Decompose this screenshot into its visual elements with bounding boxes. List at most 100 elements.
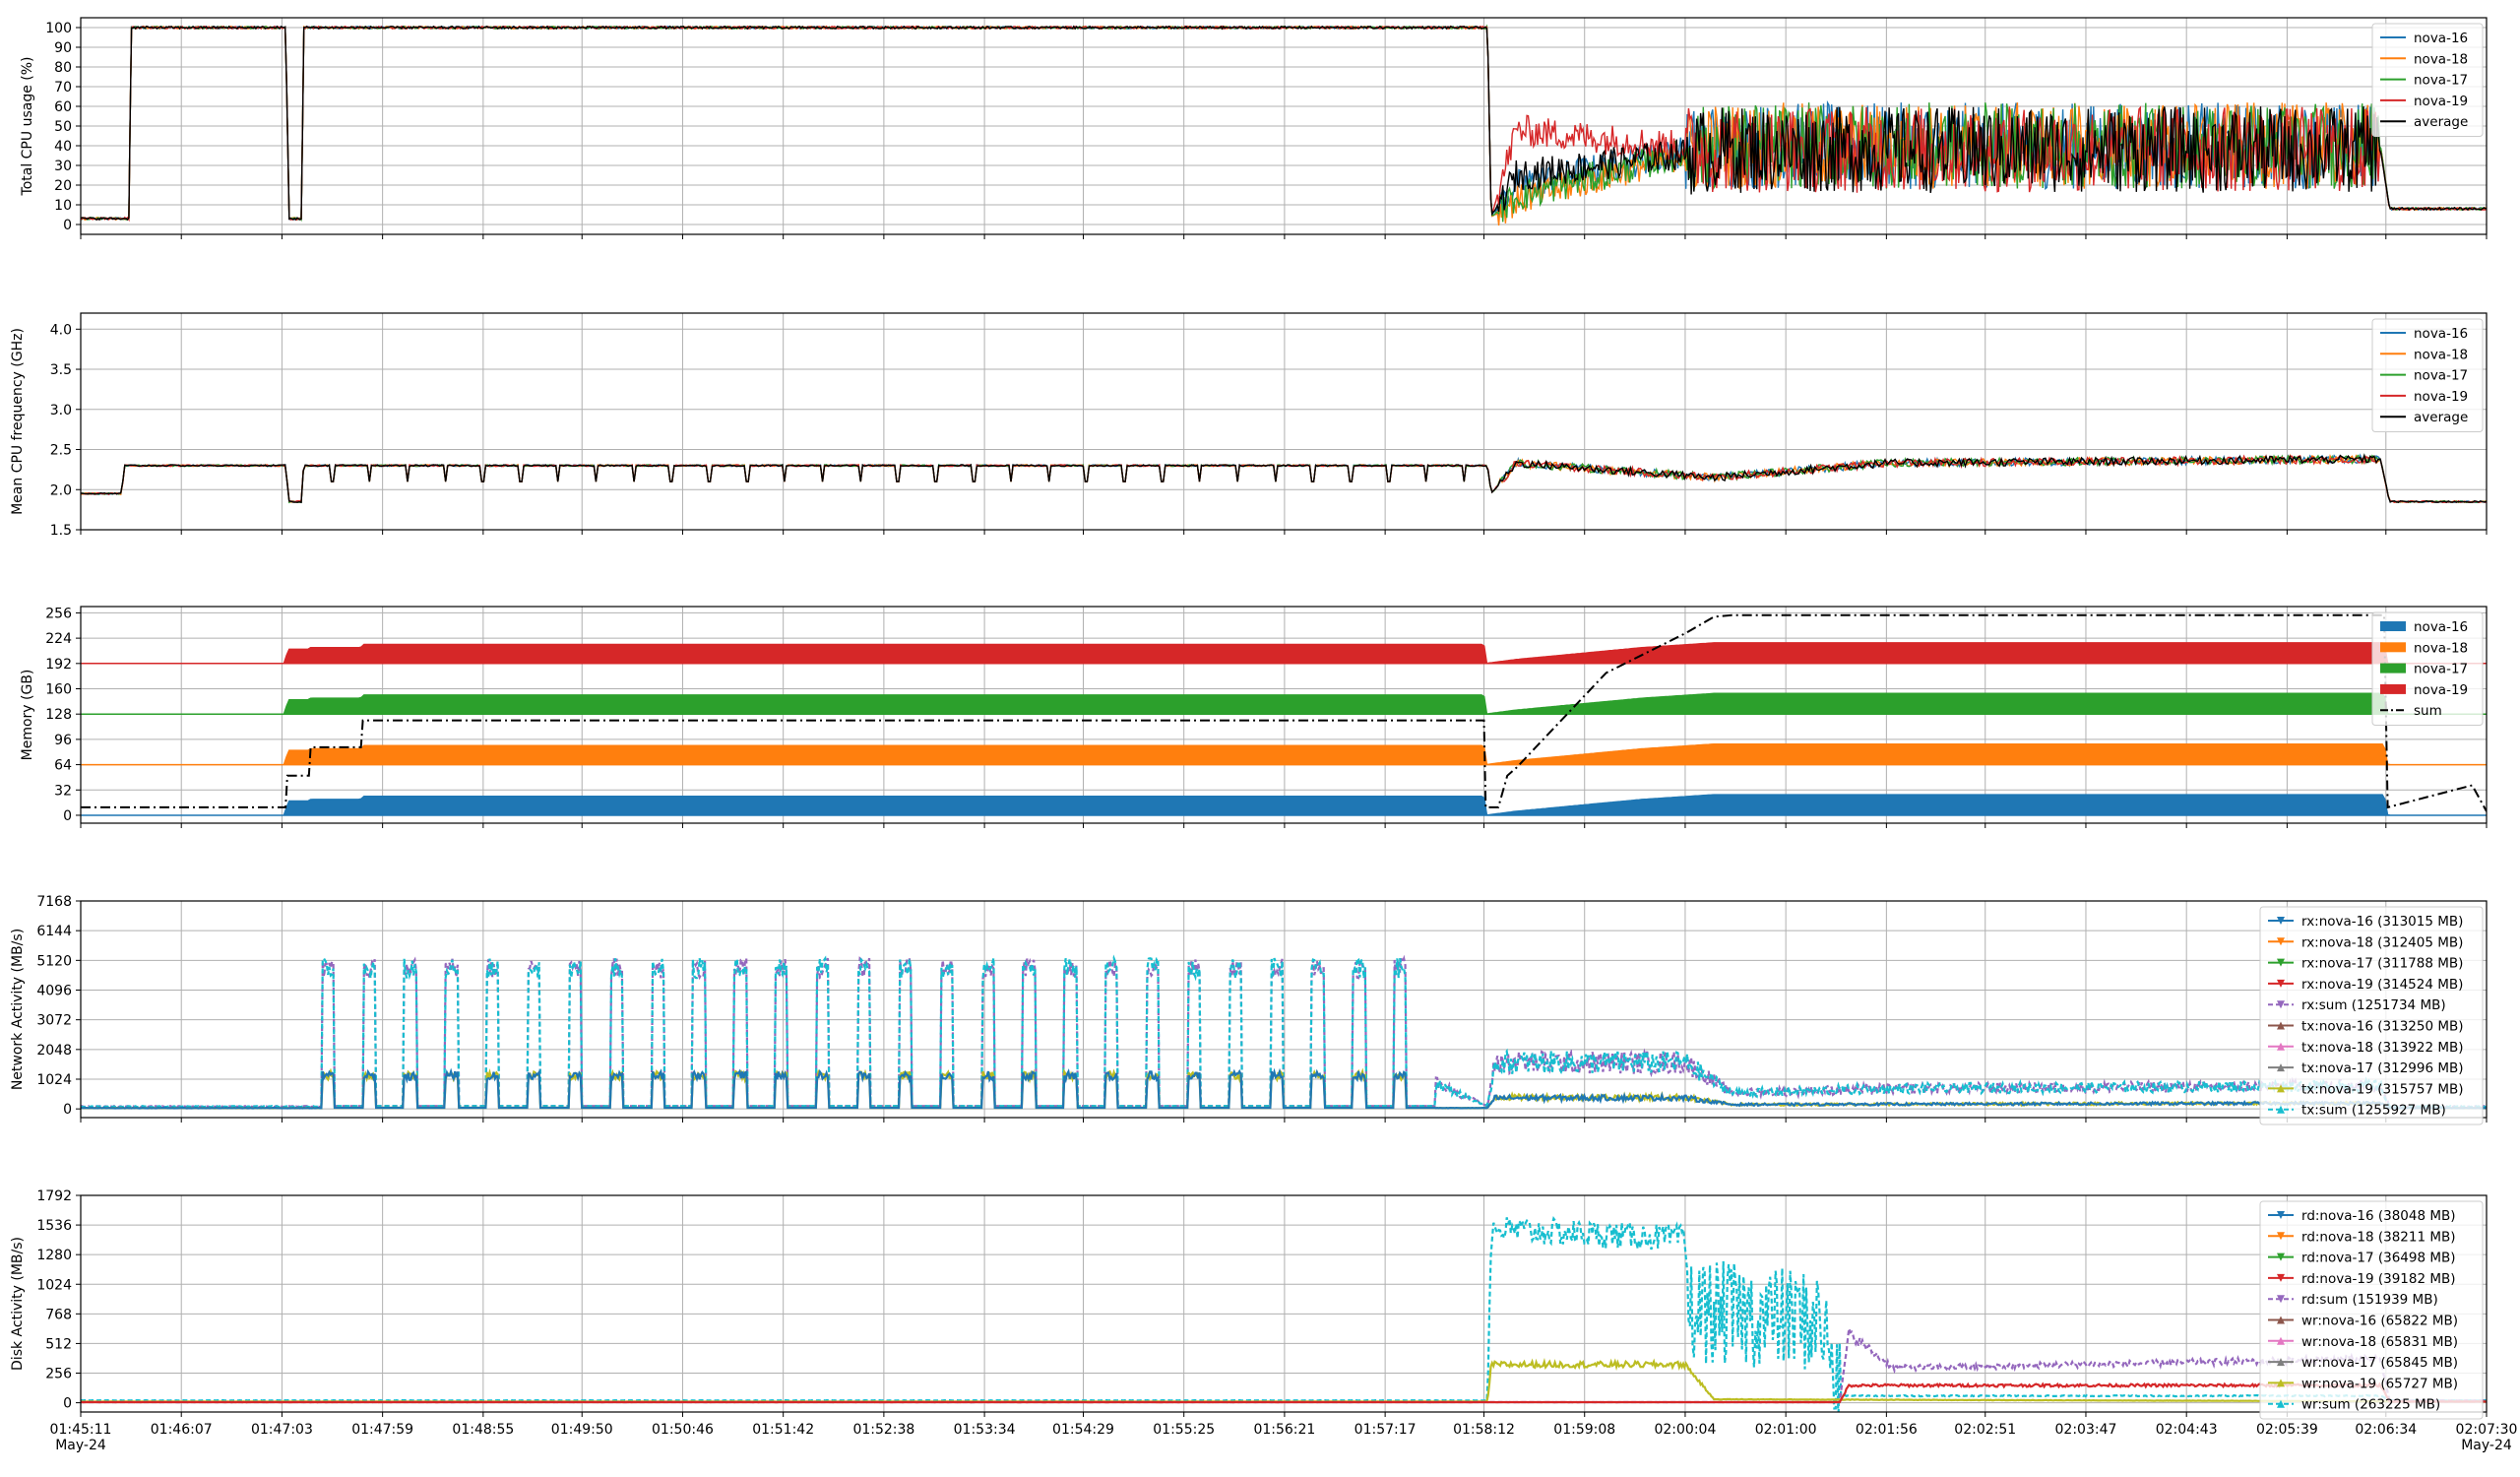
panel-cpu: 0 10 20 30 40 50 60 70 80 90 100 Total CPU usage (%… xyxy=(20,17,2488,239)
legend-marker-net-5 xyxy=(2277,1021,2285,1030)
legend-box-freq xyxy=(2371,318,2484,432)
xtick-label-17: 02:01:00 xyxy=(1755,1422,1817,1438)
x-date-left: May-24 xyxy=(55,1438,106,1453)
frame-disk xyxy=(80,1194,2488,1413)
series-freq-4 xyxy=(81,453,2487,504)
legend-label-mem-2: nova-17 xyxy=(2414,662,2468,677)
legend-label-net-8: tx:nova-19 (315757 MB) xyxy=(2301,1081,2464,1097)
xtick-label-21: 02:04:43 xyxy=(2156,1422,2218,1438)
series-cpu-4 xyxy=(81,25,2487,222)
legend-marker-disk-7 xyxy=(2277,1358,2285,1367)
ytick-label-mem-4: 128 xyxy=(45,707,72,723)
panel-freq: 1.5 2.0 2.5 3.0 3.5 4.0 Mean CPU frequency (GH… xyxy=(10,312,2488,539)
ytick-label-cpu-4: 40 xyxy=(54,139,72,155)
ylabel-cpu: Total CPU usage (%) xyxy=(20,57,35,197)
legend-marker-disk-8 xyxy=(2277,1379,2285,1387)
legend-marker-disk-3 xyxy=(2277,1273,2285,1282)
xtick-label-4: 01:48:55 xyxy=(452,1422,514,1438)
xtick-label-16: 02:00:04 xyxy=(1654,1422,1716,1438)
ytick-label-cpu-6: 60 xyxy=(54,99,72,115)
legend-net: rx:nova-16 (313015 MB) rx:nova-18 (312405… xyxy=(2259,906,2484,1125)
legend-marker-net-9 xyxy=(2277,1105,2285,1114)
series-net-3 xyxy=(81,1067,2487,1110)
xtick-label-18: 02:01:56 xyxy=(1856,1422,1918,1438)
legend-marker-disk-6 xyxy=(2277,1336,2285,1345)
xtick-label-3: 01:47:59 xyxy=(351,1422,413,1438)
ytick-label-freq-0: 1.5 xyxy=(50,523,72,539)
ytick-label-disk-0: 0 xyxy=(63,1396,72,1412)
legend-marker-disk-0 xyxy=(2277,1211,2285,1219)
xtick-label-13: 01:57:17 xyxy=(1354,1422,1417,1438)
ytick-label-mem-0: 0 xyxy=(63,808,72,824)
legend-box-net xyxy=(2259,906,2484,1125)
ytick-label-cpu-3: 30 xyxy=(54,159,72,174)
series-mem-sum xyxy=(81,613,2487,812)
ytick-label-disk-1: 256 xyxy=(45,1367,72,1382)
xtick-label-24: 02:07:30 xyxy=(2456,1422,2518,1438)
ytick-label-cpu-9: 90 xyxy=(54,40,72,56)
legend-label-mem-4: sum xyxy=(2414,703,2442,719)
ytick-label-net-5: 5120 xyxy=(36,953,72,969)
chart-panels: 0 10 20 30 40 50 60 70 80 90 100 Total CPU usage (%… xyxy=(10,17,2488,1420)
legend-label-disk-4: rd:sum (151939 MB) xyxy=(2301,1292,2438,1308)
legend-label-disk-6: wr:nova-18 (65831 MB) xyxy=(2301,1334,2458,1350)
legend-label-disk-8: wr:nova-19 (65727 MB) xyxy=(2301,1376,2458,1391)
xtick-label-23: 02:06:34 xyxy=(2355,1422,2417,1438)
ytick-label-mem-2: 64 xyxy=(54,758,72,774)
legend-label-net-5: tx:nova-16 (313250 MB) xyxy=(2301,1019,2464,1035)
xtick-label-11: 01:55:25 xyxy=(1153,1422,1215,1438)
ytick-label-net-1: 1024 xyxy=(36,1072,72,1088)
legend-label-freq-0: nova-16 xyxy=(2414,326,2468,342)
ytick-label-net-6: 6144 xyxy=(36,924,72,939)
legend-marker-net-6 xyxy=(2277,1042,2285,1051)
legend-marker-disk-5 xyxy=(2277,1316,2285,1324)
legend-swatch-mem-2 xyxy=(2380,663,2406,674)
legend-label-disk-9: wr:sum (263225 MB) xyxy=(2301,1397,2440,1413)
legend-marker-net-4 xyxy=(2277,1000,2285,1009)
legend-label-net-3: rx:nova-19 (314524 MB) xyxy=(2301,977,2463,993)
legend-marker-disk-1 xyxy=(2277,1232,2285,1241)
ytick-label-disk-2: 512 xyxy=(45,1336,72,1352)
legend-label-net-4: rx:sum (1251734 MB) xyxy=(2301,997,2446,1013)
ylabel-disk: Disk Activity (MB/s) xyxy=(10,1237,26,1371)
xtick-label-20: 02:03:47 xyxy=(2055,1422,2117,1438)
ytick-label-freq-3: 3.0 xyxy=(50,403,72,418)
legend-freq: nova-16 nova-18 nova-17 nova-19 average xyxy=(2371,318,2484,432)
legend-marker-net-0 xyxy=(2277,917,2285,925)
legend-label-cpu-3: nova-19 xyxy=(2414,94,2468,109)
legend-box-cpu xyxy=(2371,23,2484,137)
xtick-label-14: 01:58:12 xyxy=(1453,1422,1515,1438)
ytick-label-disk-6: 1536 xyxy=(36,1218,72,1234)
series-mem-nova-19 xyxy=(81,642,2487,665)
frame-freq xyxy=(80,312,2488,531)
legend-label-disk-2: rd:nova-17 (36498 MB) xyxy=(2301,1251,2456,1266)
legend-marker-net-3 xyxy=(2277,979,2285,988)
legend-label-disk-0: rd:nova-16 (38048 MB) xyxy=(2301,1208,2456,1224)
legend-swatch-mem-3 xyxy=(2380,683,2406,694)
xtick-label-22: 02:05:39 xyxy=(2256,1422,2318,1438)
x-date-right: May-24 xyxy=(2461,1438,2512,1453)
legend-cpu: nova-16 nova-18 nova-17 nova-19 average xyxy=(2371,23,2484,137)
ytick-label-mem-5: 160 xyxy=(45,682,72,698)
legend-label-net-7: tx:nova-17 (312996 MB) xyxy=(2301,1060,2464,1076)
legend-label-disk-1: rd:nova-18 (38211 MB) xyxy=(2301,1229,2456,1245)
legend-swatch-mem-0 xyxy=(2380,621,2406,631)
ytick-label-disk-5: 1280 xyxy=(36,1248,72,1263)
ytick-label-mem-8: 256 xyxy=(45,606,72,621)
plot-area-cpu xyxy=(81,24,2487,226)
legend-label-disk-3: rd:nova-19 (39182 MB) xyxy=(2301,1271,2456,1287)
legend-label-freq-1: nova-18 xyxy=(2414,347,2468,362)
ylabel-mem: Memory (GB) xyxy=(20,670,35,761)
ytick-label-cpu-10: 100 xyxy=(45,21,72,36)
legend-label-net-9: tx:sum (1255927 MB) xyxy=(2301,1103,2446,1119)
xtick-label-5: 01:49:50 xyxy=(551,1422,613,1438)
series-disk-3 xyxy=(81,1381,2487,1404)
xtick-label-7: 01:51:42 xyxy=(752,1422,814,1438)
series-mem-nova-18 xyxy=(81,742,2487,766)
plot-area-freq xyxy=(81,453,2487,504)
ytick-label-net-0: 0 xyxy=(63,1102,72,1118)
legend-mem: nova-16 nova-18 nova-17 nova-19 sum xyxy=(2371,611,2484,726)
ytick-label-mem-7: 224 xyxy=(45,631,72,647)
ytick-label-net-2: 2048 xyxy=(36,1043,72,1059)
legend-label-freq-2: nova-17 xyxy=(2414,368,2468,384)
